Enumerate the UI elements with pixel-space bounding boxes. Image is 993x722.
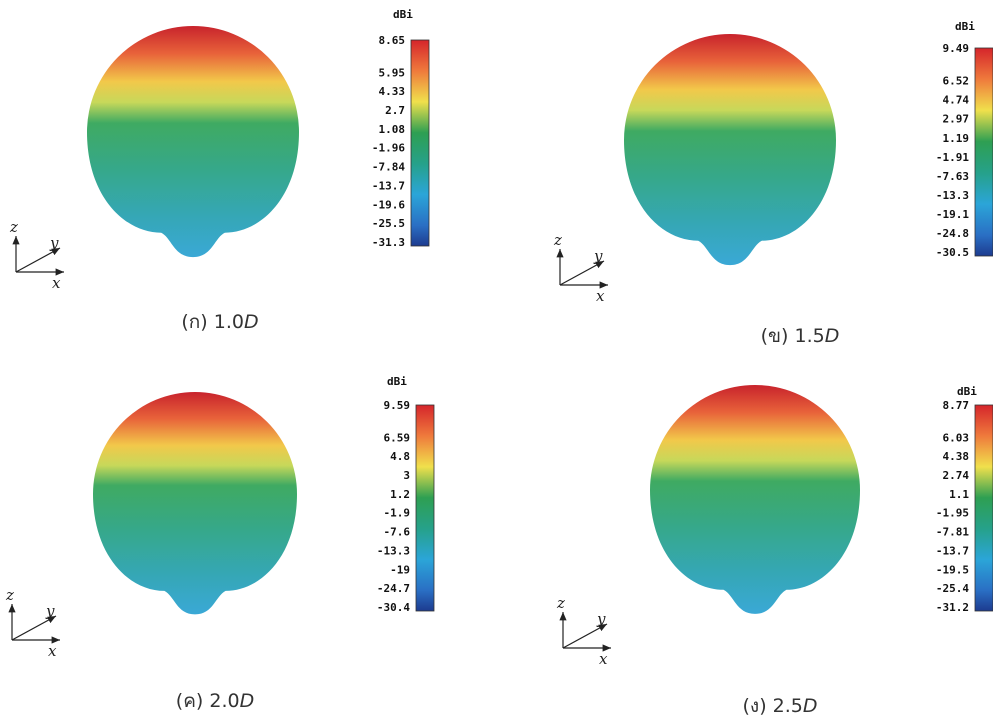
scale-label: 4.8 bbox=[390, 450, 410, 463]
axis-label: z bbox=[553, 231, 562, 249]
scale-label: -1.91 bbox=[936, 151, 969, 164]
scale-label: -30.5 bbox=[936, 246, 969, 259]
scale-label: 3 bbox=[403, 469, 410, 482]
caption-variable: D bbox=[244, 311, 259, 333]
scale-label: -31.2 bbox=[936, 601, 969, 614]
scale-label: -19.6 bbox=[372, 198, 405, 211]
scale-label: -7.84 bbox=[372, 161, 405, 174]
scale-label: -19.1 bbox=[936, 208, 969, 221]
axis-arrow bbox=[559, 260, 605, 286]
scale-label: -19 bbox=[390, 563, 410, 576]
scale-label: 1.2 bbox=[390, 488, 410, 501]
color-bar bbox=[974, 47, 993, 257]
color-bar bbox=[415, 404, 435, 612]
axis-label: z bbox=[9, 218, 18, 236]
scale-label: -31.3 bbox=[372, 236, 405, 249]
unit-label: dBi bbox=[955, 20, 975, 33]
scale-label: 6.59 bbox=[384, 431, 411, 444]
caption: (ง) 2.5D bbox=[743, 695, 818, 717]
axis-arrow bbox=[15, 247, 61, 273]
scale-label: -13.3 bbox=[377, 544, 410, 557]
radiation-pattern bbox=[93, 392, 297, 615]
scale-label: 1.19 bbox=[943, 132, 970, 145]
scale-label: -1.96 bbox=[372, 142, 405, 155]
caption: (ค) 2.0D bbox=[176, 690, 254, 712]
axis-label: x bbox=[52, 274, 61, 292]
pattern-panel: dBi 9.49 6.52 4.74 2.97 1.19 -1.91 -7.63 -13.3 -1… bbox=[553, 20, 993, 347]
radiation-pattern bbox=[624, 34, 836, 266]
scale-label: 9.59 bbox=[384, 399, 411, 412]
caption-text: (ก) 1.0 bbox=[181, 311, 244, 333]
caption: (ข) 1.5D bbox=[761, 325, 840, 347]
pattern-panel: dBi 9.59 6.59 4.8 3 1.2 -1.9 -7.6 -13.3 -19 -24.7 -… bbox=[5, 375, 435, 712]
unit-label: dBi bbox=[387, 375, 407, 388]
radiation-pattern bbox=[650, 385, 860, 614]
scale-label: -7.81 bbox=[936, 526, 969, 539]
scale-label: 8.77 bbox=[943, 399, 970, 412]
scale-label: 4.74 bbox=[943, 94, 970, 107]
scale-label: 6.03 bbox=[943, 431, 970, 444]
scale-label: -1.9 bbox=[384, 507, 411, 520]
caption-text: (ข) 1.5 bbox=[761, 325, 825, 347]
scale-label: -25.5 bbox=[372, 217, 405, 230]
scale-label: 8.65 bbox=[379, 34, 406, 47]
axis-label: z bbox=[556, 594, 565, 612]
unit-label: dBi bbox=[957, 385, 977, 398]
axis-label: z bbox=[5, 586, 14, 604]
scale-label: 9.49 bbox=[943, 42, 970, 55]
scale-label: -1.95 bbox=[936, 507, 969, 520]
caption-variable: D bbox=[825, 325, 840, 347]
scale-label: 2.74 bbox=[943, 469, 970, 482]
axis-label: y bbox=[593, 247, 603, 265]
pattern-panel: dBi 8.65 5.95 4.33 2.7 1.08 -1.96 -7.84 -13.7 -19… bbox=[9, 8, 430, 333]
unit-label: dBi bbox=[393, 8, 413, 21]
scale-label: -13.7 bbox=[936, 544, 969, 557]
scale-label: 1.08 bbox=[379, 123, 406, 136]
caption-text: (ง) 2.5 bbox=[743, 695, 803, 717]
caption-variable: D bbox=[240, 690, 255, 712]
scale-label: -24.7 bbox=[377, 582, 410, 595]
scale-label: -30.4 bbox=[377, 601, 410, 614]
color-bar bbox=[974, 404, 993, 612]
caption-text: (ค) 2.0 bbox=[176, 690, 240, 712]
axis-label: y bbox=[596, 610, 606, 628]
scale-label: -7.63 bbox=[936, 170, 969, 183]
color-bar bbox=[410, 39, 430, 247]
axis-label: x bbox=[596, 287, 605, 305]
axis-label: y bbox=[49, 234, 59, 252]
caption-variable: D bbox=[803, 695, 818, 717]
caption: (ก) 1.0D bbox=[181, 311, 258, 333]
scale-label: 4.38 bbox=[943, 450, 970, 463]
scale-label: 5.95 bbox=[379, 66, 406, 79]
scale-label: 4.33 bbox=[379, 85, 406, 98]
scale-label: 2.97 bbox=[943, 113, 970, 126]
scale-label: 2.7 bbox=[385, 104, 405, 117]
scale-label: -19.5 bbox=[936, 563, 969, 576]
axis-label: y bbox=[45, 602, 55, 620]
axis-label: x bbox=[599, 650, 608, 668]
scale-label: 1.1 bbox=[949, 488, 969, 501]
scale-label: 6.52 bbox=[943, 75, 970, 88]
scale-label: -13.3 bbox=[936, 189, 969, 202]
axis-arrow bbox=[562, 623, 608, 649]
scale-label: -25.4 bbox=[936, 582, 969, 595]
scale-label: -24.8 bbox=[936, 227, 969, 240]
radiation-pattern bbox=[87, 26, 299, 258]
axis-arrow bbox=[11, 615, 57, 641]
scale-label: -7.6 bbox=[384, 526, 411, 539]
axis-label: x bbox=[48, 642, 57, 660]
scale-label: -13.7 bbox=[372, 179, 405, 192]
